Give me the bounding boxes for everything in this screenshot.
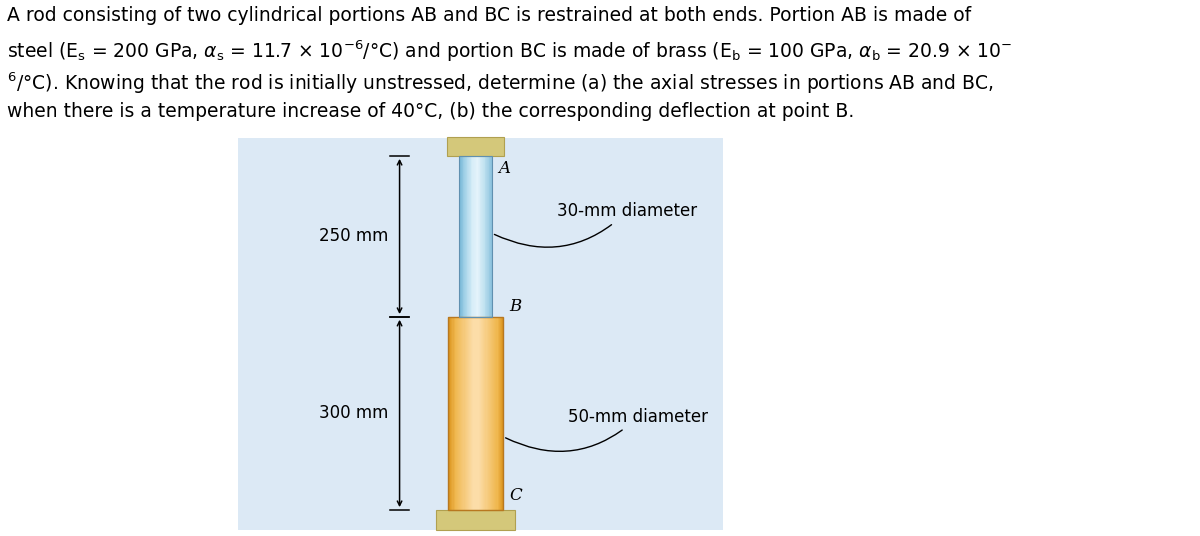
Text: 300 mm: 300 mm: [319, 405, 389, 422]
Bar: [460, 156, 492, 317]
Bar: [436, 510, 515, 530]
Text: $^6$/°C). Knowing that the rod is initially unstressed, determine (a) the axial : $^6$/°C). Knowing that the rod is initia…: [6, 70, 994, 95]
Bar: [448, 317, 503, 510]
Text: 50-mm diameter: 50-mm diameter: [505, 407, 708, 451]
Text: when there is a temperature increase of 40°C, (b) the corresponding deflection a: when there is a temperature increase of …: [6, 102, 853, 121]
Text: B: B: [510, 298, 522, 315]
Text: C: C: [510, 487, 522, 504]
Bar: [238, 138, 722, 530]
Text: A rod consisting of two cylindrical portions AB and BC is restrained at both end: A rod consisting of two cylindrical port…: [6, 6, 971, 25]
Text: 30-mm diameter: 30-mm diameter: [494, 202, 697, 247]
Text: steel (E$_\mathsf{s}$ = 200 GPa, $\alpha_\mathsf{s}$ = 11.7 $\times$ 10$^{-6}$/°: steel (E$_\mathsf{s}$ = 200 GPa, $\alpha…: [6, 38, 1012, 63]
Text: A: A: [498, 160, 510, 177]
Text: 250 mm: 250 mm: [319, 227, 389, 245]
Bar: [446, 137, 504, 156]
